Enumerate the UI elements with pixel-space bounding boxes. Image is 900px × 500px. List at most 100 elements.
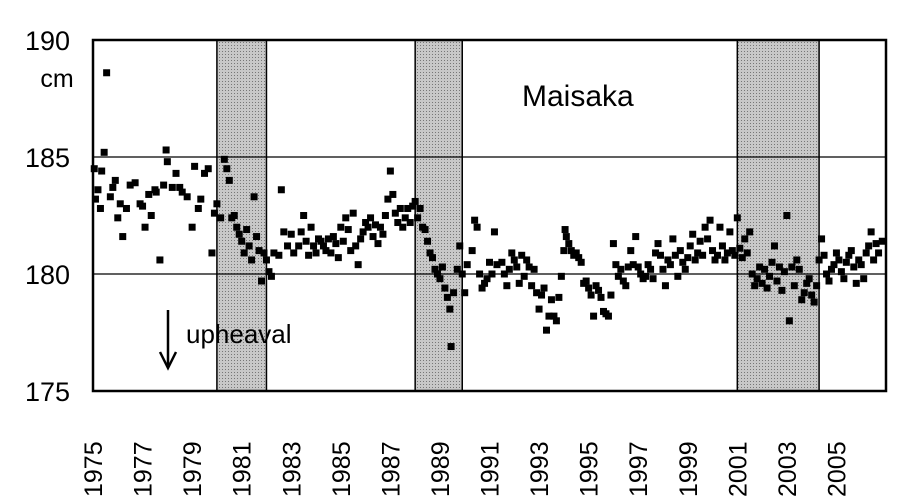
data-point [265, 268, 273, 276]
x-axis-ticks: 1975 1977 1979 1981 1983 1985 1987 1989 1991 1993… [80, 441, 851, 497]
data-point [845, 251, 853, 259]
data-point [359, 228, 367, 236]
y-axis-ticks: 175 180 185 190 [25, 26, 70, 407]
data-point [253, 233, 261, 241]
data-point [488, 270, 496, 278]
data-point [473, 223, 481, 231]
data-point [867, 228, 875, 236]
data-point [349, 209, 357, 217]
data-point [421, 226, 429, 234]
data-point [758, 279, 766, 287]
data-point [324, 235, 332, 243]
data-point [126, 181, 134, 189]
data-point [766, 272, 774, 280]
data-point [255, 247, 263, 255]
data-point [332, 240, 340, 248]
data-point [401, 214, 409, 222]
data-point [523, 256, 531, 264]
data-point [436, 275, 444, 283]
data-point [561, 226, 569, 234]
data-point [317, 237, 325, 245]
data-point [746, 228, 754, 236]
x-tick-label: 1993 [526, 441, 554, 497]
x-tick-label: 1997 [625, 441, 653, 497]
data-point [503, 282, 511, 290]
data-point [329, 233, 337, 241]
data-point [163, 158, 171, 166]
x-tick-label: 1975 [80, 441, 108, 497]
data-point [632, 233, 640, 241]
data-point [743, 249, 751, 257]
data-point [178, 188, 186, 196]
data-point [111, 176, 119, 184]
data-point [827, 265, 835, 273]
data-point [453, 265, 461, 273]
data-point [607, 291, 615, 299]
data-point [447, 343, 455, 351]
data-point [260, 249, 268, 257]
data-point [723, 249, 731, 257]
data-point [862, 249, 870, 257]
data-point [691, 256, 699, 264]
data-point [280, 228, 288, 236]
data-point [790, 282, 798, 290]
data-point [483, 275, 491, 283]
data-point [379, 230, 387, 238]
data-point [592, 282, 600, 290]
data-point [798, 296, 806, 304]
data-point [830, 261, 838, 269]
data-point [162, 146, 170, 154]
data-point [471, 216, 479, 224]
x-tick-label: 1999 [675, 441, 703, 497]
data-point [391, 209, 399, 217]
data-point [300, 212, 308, 219]
data-point [652, 249, 660, 257]
data-point [788, 263, 796, 271]
data-point [805, 275, 813, 283]
data-point [376, 223, 384, 231]
data-points [90, 69, 886, 351]
data-point [555, 293, 563, 301]
data-point [741, 235, 749, 243]
data-point [270, 249, 278, 257]
data-point [825, 277, 833, 285]
data-point [837, 268, 845, 276]
data-point [783, 212, 791, 219]
data-point [609, 240, 617, 248]
data-point [374, 240, 382, 248]
data-point [860, 275, 868, 283]
y-tick-label: 175 [25, 377, 70, 407]
data-point [832, 249, 840, 257]
data-point [557, 272, 565, 280]
data-point [156, 256, 164, 264]
data-point [312, 249, 320, 257]
data-point [342, 214, 350, 222]
data-point [302, 237, 310, 245]
data-point [689, 230, 697, 238]
data-point [233, 223, 241, 231]
data-point [96, 204, 104, 212]
data-point [575, 254, 583, 262]
data-point [476, 270, 484, 278]
data-point [284, 242, 292, 250]
data-point [344, 226, 352, 234]
data-point [525, 263, 533, 271]
data-point [676, 247, 684, 255]
data-point [587, 291, 595, 299]
data-point [510, 256, 518, 264]
data-point [443, 293, 451, 301]
data-point [225, 176, 233, 184]
data-point [498, 258, 506, 266]
data-point [542, 326, 550, 334]
data-point [642, 272, 650, 280]
data-point [694, 249, 702, 257]
data-point [619, 277, 627, 285]
data-point [728, 247, 736, 255]
data-point [696, 237, 704, 245]
data-point [671, 251, 679, 259]
x-tick-label: 1989 [427, 441, 455, 497]
data-point [505, 265, 513, 273]
data-point [709, 247, 717, 255]
data-point [785, 317, 793, 325]
data-point [319, 242, 327, 250]
